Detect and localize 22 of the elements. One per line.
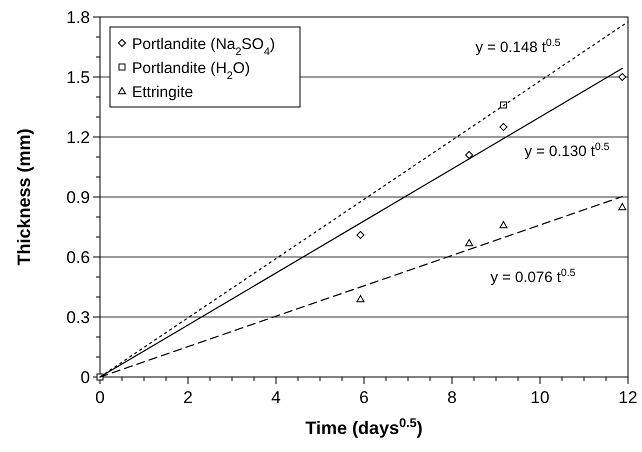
y-tick-label: 1.5: [66, 68, 90, 87]
x-tick-label: 2: [183, 388, 193, 407]
x-tick-label: 6: [359, 388, 369, 407]
y-tick-label: 0.9: [66, 188, 90, 207]
x-tick-label: 12: [618, 388, 638, 407]
x-tick-label: 4: [271, 388, 281, 407]
y-tick-label: 1.2: [66, 128, 90, 147]
legend-label: Portlandite (H$_{2}$O): [132, 60, 250, 82]
x-tick-label: 0: [95, 388, 105, 407]
x-tick-label: 10: [530, 388, 550, 407]
x-tick-label: 8: [447, 388, 457, 407]
y-axis-title: Thickness (mm): [14, 128, 34, 266]
annotation: y = 0.148 t$^{0.5}$: [475, 37, 561, 56]
y-tick-label: 0: [80, 368, 90, 387]
x-axis-title: Time (days$^{0.5}$): [305, 416, 423, 438]
annotation: y = 0.076 t$^{0.5}$: [490, 267, 576, 286]
y-tick-label: 0.3: [66, 308, 90, 327]
legend-label: Portlandite (Na$_{2}$SO$_{4}$): [132, 36, 276, 58]
y-tick-label: 0.6: [66, 248, 90, 267]
annotation: y = 0.130 t$^{0.5}$: [524, 141, 610, 160]
y-tick-label: 1.8: [66, 8, 90, 27]
legend-label: Ettringite: [132, 84, 194, 101]
